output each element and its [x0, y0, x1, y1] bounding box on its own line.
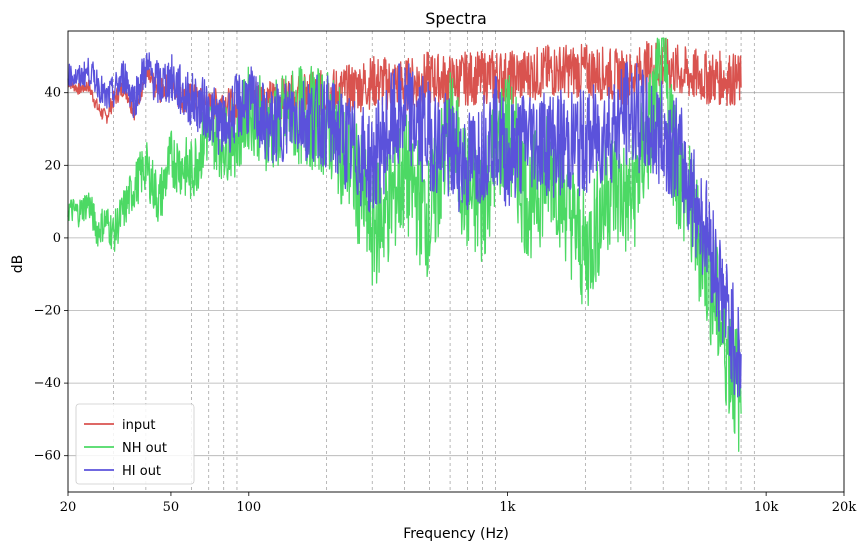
- y-axis-label: dB: [10, 255, 26, 274]
- x-tick-label: 20: [60, 500, 77, 515]
- chart-title: Spectra: [425, 9, 487, 28]
- x-tick-label: 100: [236, 500, 261, 515]
- x-tick-label: 1k: [499, 500, 515, 515]
- x-axis-label: Frequency (Hz): [403, 526, 509, 542]
- y-axis-ticks: 40 20 0 −20 −40 −60: [34, 86, 68, 464]
- plot-border: [67, 30, 845, 493]
- y-tick-label: −60: [34, 449, 61, 464]
- x-tick-label: 50: [163, 500, 180, 515]
- legend-label: NH out: [122, 441, 167, 456]
- y-tick-label: −40: [34, 376, 61, 391]
- plot-frame: [67, 30, 845, 493]
- series-line-hi-out: [67, 52, 742, 398]
- y-tick-label: 0: [53, 231, 61, 246]
- legend: input NH out HI out: [75, 403, 195, 485]
- y-tick-label: 20: [44, 158, 61, 173]
- x-tick-label: 10k: [754, 500, 779, 515]
- legend-label: input: [122, 418, 155, 433]
- x-tick-label: 20k: [832, 500, 857, 515]
- x-axis-ticks: 20 50 100 1k 10k 20k: [60, 492, 857, 515]
- legend-label: HI out: [122, 464, 161, 479]
- y-tick-label: 40: [44, 86, 61, 101]
- series-layer: [67, 37, 742, 452]
- y-tick-label: −20: [34, 304, 61, 319]
